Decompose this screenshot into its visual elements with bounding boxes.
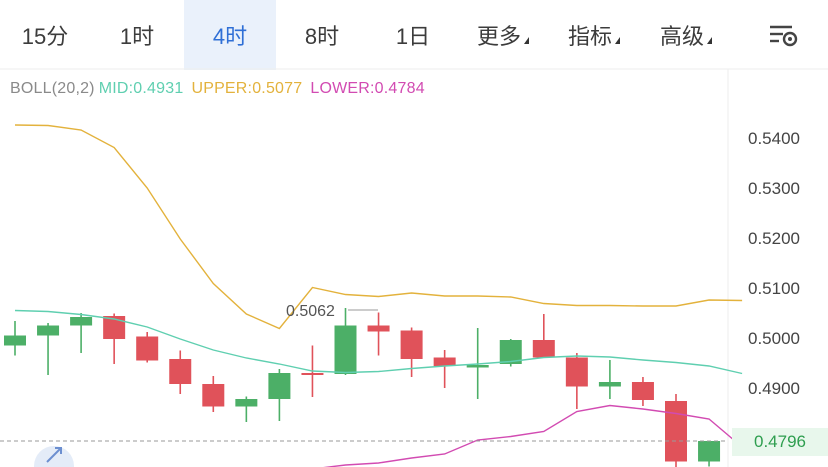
y-axis-label: 0.5400 [748,129,800,148]
candle-body [433,357,456,366]
candle-body [136,336,159,361]
candle-body [367,325,390,332]
dropdown-caret-icon [615,36,620,44]
candle-body [169,359,192,384]
tab-label: 8时 [304,24,340,49]
tab-advanced[interactable]: 高级 [640,0,732,70]
candle-body [665,401,687,462]
candle-body [4,335,26,346]
chart-settings-button[interactable] [748,0,818,70]
boll-lower: LOWER:0.4784 [310,80,425,97]
boll-legend: BOLL(20,2) MID:0.4931 UPPER:0.5077 LOWER:0.… [10,80,433,98]
y-axis-label: 0.5200 [748,229,800,248]
candle-body [37,325,60,336]
dropdown-caret-icon [524,36,529,44]
expand-chart-button[interactable] [34,446,74,467]
tab-label: 1日 [395,24,431,49]
tab-8h[interactable]: 8时 [276,0,368,70]
tab-15min[interactable]: 15分 [0,0,90,70]
candle-body [301,373,324,375]
tab-label: 15分 [21,24,69,49]
candle-body [565,357,588,387]
tab-label: 更多 [476,24,521,49]
candle-body [532,340,555,358]
candle-body [103,316,126,339]
candle-body [268,373,291,399]
tab-label: 高级 [659,24,704,49]
chart-settings-icon [770,25,798,47]
current-price-badge: 0.4796 [732,428,828,456]
boll-mid: MID:0.4931 [98,80,184,97]
tab-label: 1时 [119,24,155,49]
boll-lower-line [323,404,743,467]
boll-upper: UPPER:0.5077 [191,80,303,97]
tab-label: 4时 [212,24,248,49]
candle-body [400,330,423,359]
tab-more[interactable]: 更多 [458,0,548,70]
candle-body [631,382,654,400]
candle-body [466,365,489,368]
tab-1h[interactable]: 1时 [90,0,184,70]
timeframe-tabs: 15分 1时 4时 8时 1日 更多 指标 高级 [0,0,828,70]
candle-body [698,441,721,462]
tab-label: 指标 [567,24,612,49]
tab-indicators[interactable]: 指标 [548,0,640,70]
candle-body [202,384,225,407]
candle-body [499,340,522,364]
y-axis-label: 0.5300 [748,179,800,198]
y-axis-label: 0.5000 [748,329,800,348]
boll-name: BOLL(20,2) [10,80,95,97]
y-axis-label: 0.4900 [748,379,800,398]
candle-body [334,325,357,374]
candle-body [70,317,93,326]
y-axis-label: 0.5100 [748,279,800,298]
boll-mid-line [14,309,743,375]
tab-1d[interactable]: 1日 [368,0,458,70]
candle-body [598,382,621,387]
dropdown-caret-icon [707,36,712,44]
boll-upper-line [14,124,743,330]
expand-icon [46,447,62,463]
candle-body [235,399,258,407]
tab-4h[interactable]: 4时 [184,0,276,70]
high-price-marker: 0.5062 [286,303,335,320]
